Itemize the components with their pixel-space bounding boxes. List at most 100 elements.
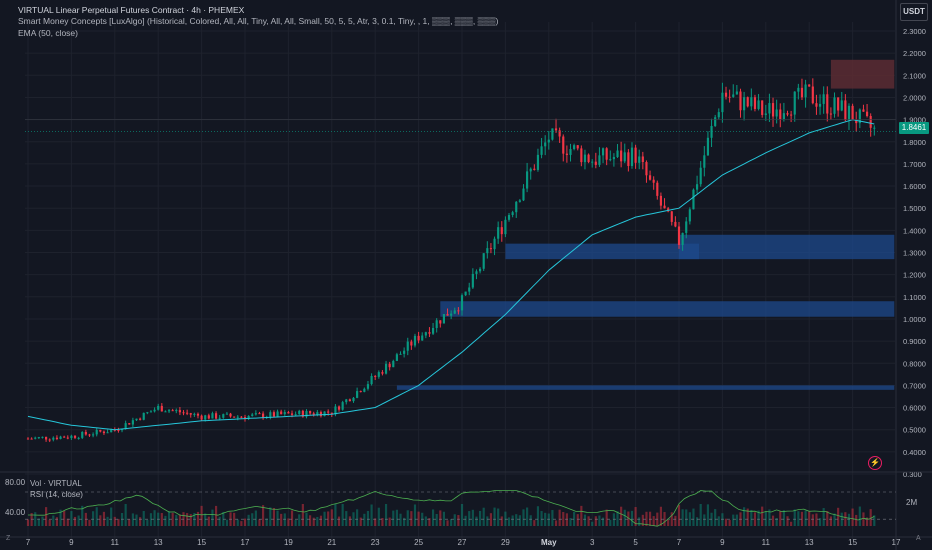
price-tick: 2.2000 [903, 49, 926, 58]
volume-bar [236, 519, 239, 526]
candle-body [450, 313, 453, 316]
candle-body [167, 410, 171, 412]
time-tick: 27 [458, 538, 467, 547]
volume-bar [645, 511, 648, 526]
volume-bar [363, 513, 366, 526]
candle-body [26, 438, 30, 440]
volume-bar [113, 516, 116, 526]
candle-body [95, 429, 98, 435]
rsi-label[interactable]: RSI (14, close) [30, 490, 83, 499]
price-tick: 0.9000 [903, 337, 926, 346]
volume-bar [323, 511, 326, 526]
candle-body [442, 314, 446, 324]
volume-bar [164, 515, 167, 526]
volume-bar [862, 512, 865, 526]
candle-body [164, 411, 167, 413]
volume-bar [811, 514, 814, 526]
symbol-title[interactable]: VIRTUAL Linear Perpetual Futures Contrac… [18, 5, 245, 15]
volume-bar [66, 518, 69, 526]
ema-indicator-label[interactable]: EMA (50, close) [18, 27, 78, 38]
volume-bar [515, 514, 518, 526]
candle-body [290, 413, 294, 415]
candle-body [298, 410, 301, 415]
candle-body [99, 429, 102, 432]
volume-bar [240, 521, 243, 526]
volume-bar [565, 513, 568, 526]
volume-bar [699, 504, 702, 526]
candle-body [800, 87, 804, 98]
candle-body [811, 86, 814, 104]
candle-body [526, 171, 529, 189]
candle-body [822, 94, 825, 104]
smc-indicator-label[interactable]: Smart Money Concepts [LuxAlgo] (Historic… [18, 16, 499, 27]
candle-body [287, 412, 290, 414]
candle-body [601, 148, 605, 156]
volume-bar [750, 509, 753, 526]
volume-bar [30, 513, 33, 526]
price-tick: 1.4000 [903, 226, 926, 235]
volume-bar [717, 516, 720, 526]
last-price-label: 1.8461 [899, 122, 929, 134]
candle-body [359, 391, 362, 393]
order-block [396, 385, 895, 390]
candle-body [464, 291, 467, 296]
candle-body [656, 182, 659, 196]
candle-body [750, 97, 753, 107]
candle-body [240, 416, 243, 418]
volume-bar [59, 509, 62, 526]
candle-body [782, 113, 785, 120]
volume-bar [214, 505, 218, 526]
volume-bar [583, 514, 587, 526]
candle-body [540, 146, 543, 155]
candle-body [677, 226, 681, 245]
volume-bar [782, 510, 785, 526]
candle-body [207, 415, 210, 419]
time-tick: 9 [69, 538, 74, 547]
candle-body [182, 412, 185, 414]
candle-body [233, 416, 236, 418]
candle-body [703, 155, 706, 168]
volume-bar [793, 509, 796, 526]
candle-body [446, 314, 449, 316]
lightning-icon[interactable]: ⚡ [868, 456, 882, 470]
volume-bar [131, 513, 134, 526]
volume-bar [200, 505, 203, 526]
volume-bar [482, 507, 485, 526]
candle-body [507, 215, 511, 220]
candle-body [189, 413, 192, 415]
volume-bar [847, 513, 851, 526]
candle-body [826, 94, 829, 114]
rsi-tick-40: 40.00 [5, 508, 26, 517]
candle-body [366, 384, 370, 389]
volume-bar [746, 508, 749, 526]
timezone-button[interactable]: Z [6, 535, 11, 542]
volume-bar [128, 519, 131, 526]
candle-body [211, 413, 214, 419]
price-tick: 0.5000 [903, 426, 926, 435]
candle-body [616, 150, 619, 158]
candle-body [44, 436, 48, 440]
candle-body [551, 128, 554, 140]
candle-body [829, 113, 832, 115]
volume-bar [468, 511, 471, 526]
volume-bar [732, 514, 735, 526]
auto-scale-button[interactable]: A [916, 535, 921, 542]
candle-body [34, 437, 37, 439]
candle-body [478, 268, 482, 272]
candle-body [73, 435, 77, 438]
candle-body [652, 179, 655, 183]
volume-bar [533, 520, 536, 526]
volume-bar [359, 517, 362, 526]
volume-bar [413, 504, 417, 526]
volume-bar [627, 511, 630, 526]
candle-body [222, 414, 225, 418]
currency-button[interactable]: USDT [900, 3, 928, 21]
price-tick: 1.2000 [903, 271, 926, 280]
volume-bar [790, 521, 793, 526]
volume-bar [869, 509, 872, 526]
volume-label[interactable]: Vol · VIRTUAL [30, 479, 82, 488]
volume-bar [634, 507, 637, 526]
candle-body [113, 429, 116, 431]
candle-body [70, 435, 73, 439]
